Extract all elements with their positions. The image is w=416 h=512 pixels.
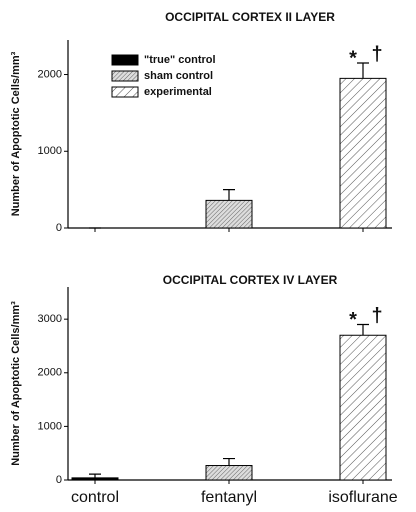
y-tick-label: 1000 <box>38 420 62 432</box>
annotation: † <box>371 43 382 65</box>
bar <box>339 334 387 481</box>
y-tick-label: 1000 <box>38 145 62 157</box>
legend-swatch <box>111 54 139 66</box>
error-bar <box>357 323 369 336</box>
annotation: † <box>371 305 382 327</box>
error-bar <box>223 457 235 466</box>
legend-swatch <box>111 86 139 98</box>
y-axis-label: Number of Apoptotic Cells/mm³ <box>10 51 22 216</box>
y-tick-label: 3000 <box>38 313 62 325</box>
bar <box>339 77 387 229</box>
y-tick-label: 0 <box>56 222 62 234</box>
x-tick-label: control <box>71 489 119 506</box>
chart-title: OCCIPITAL CORTEX II LAYER <box>165 10 335 24</box>
x-tick-label: fentanyl <box>201 489 257 506</box>
chart-title: OCCIPITAL CORTEX IV LAYER <box>163 273 338 287</box>
x-tick-label: isoflurane <box>328 489 397 506</box>
legend-label: sham control <box>144 70 213 82</box>
y-tick-label: 0 <box>56 474 62 486</box>
error-bar <box>89 473 101 478</box>
y-axis-label: Number of Apoptotic Cells/mm³ <box>10 301 22 466</box>
annotation: * <box>349 47 357 69</box>
annotation: * <box>349 309 357 331</box>
error-bar <box>357 62 369 79</box>
error-bar <box>223 189 235 201</box>
legend-label: "true" control <box>144 54 216 66</box>
legend-swatch <box>111 70 139 82</box>
bar <box>205 199 253 229</box>
legend-label: experimental <box>144 86 212 98</box>
y-tick-label: 2000 <box>38 367 62 379</box>
bar <box>205 465 253 481</box>
y-tick-label: 2000 <box>38 68 62 80</box>
bar <box>71 477 119 481</box>
